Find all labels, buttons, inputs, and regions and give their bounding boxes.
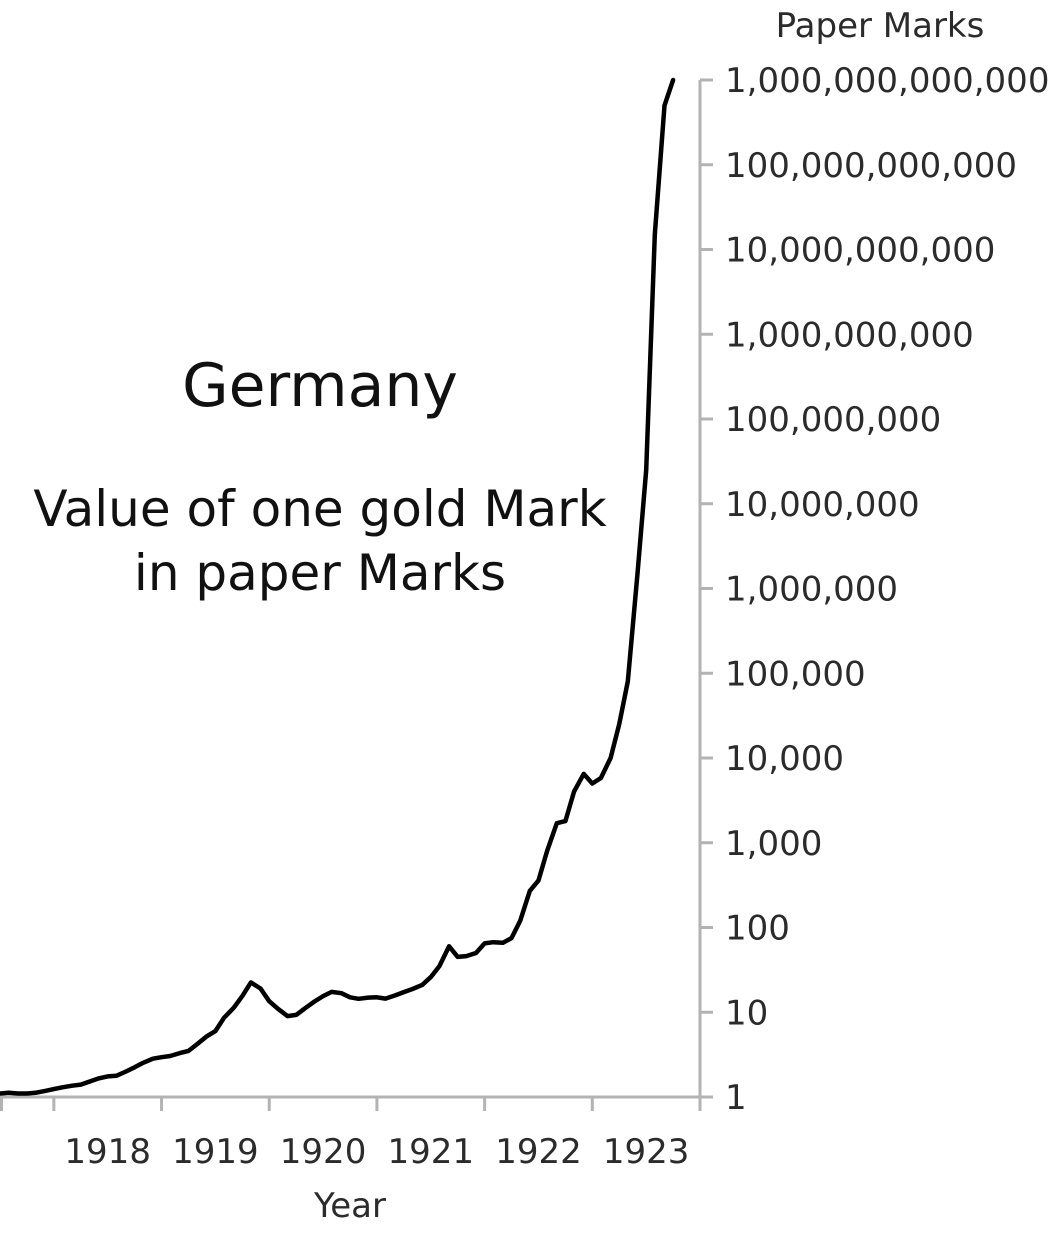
x-tick-label: 1918 (64, 1132, 151, 1172)
y-tick-label: 1 (725, 1078, 747, 1118)
chart-subtitle-line-1: Value of one gold Mark (33, 480, 606, 538)
y-tick-label: 1,000,000 (725, 570, 898, 610)
y-tick-label: 1,000 (725, 824, 822, 864)
x-tick-label: 1922 (495, 1132, 582, 1172)
y-tick-label: 100,000 (725, 654, 866, 694)
series-line (0, 77, 676, 1096)
y-tick-label: 100,000,000 (725, 400, 941, 440)
plot-area (0, 77, 676, 1096)
chart-title: Germany (182, 351, 458, 421)
axes-group: 1 10 100 1,000 10,000 100,000 1,000,000 10,000,… (0, 61, 1049, 1172)
y-axis-title: Paper Marks (776, 6, 985, 46)
chart-subtitle-line-2: in paper Marks (134, 544, 506, 602)
y-tick-label: 1,000,000,000 (725, 315, 974, 355)
y-tick-label: 10,000,000 (725, 485, 920, 525)
y-tick-label: 10 (725, 993, 768, 1033)
x-tick-label: 1920 (280, 1132, 367, 1172)
x-tick-label: 1921 (388, 1132, 475, 1172)
y-tick-label: 10,000,000,000 (725, 231, 995, 271)
y-tick-label: 10,000 (725, 739, 844, 779)
x-tick-label: 1919 (172, 1132, 259, 1172)
y-tick-label: 100,000,000,000 (725, 146, 1017, 186)
x-axis-title: Year (313, 1186, 386, 1226)
y-tick-label: 100 (725, 909, 790, 949)
x-tick-label: 1923 (603, 1132, 690, 1172)
y-tick-label: 1,000,000,000,000 (725, 61, 1049, 101)
